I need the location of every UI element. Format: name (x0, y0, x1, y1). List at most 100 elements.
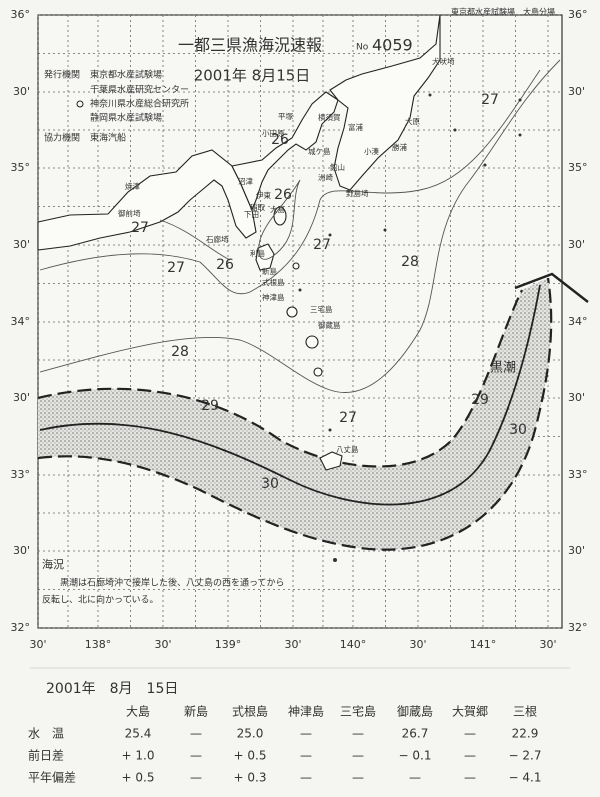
table-date: 2001年 8月 15日 (46, 681, 178, 697)
isotherm-label: 29 (201, 398, 219, 414)
lat-label: 30' (13, 238, 30, 251)
lat-label: 30' (13, 85, 30, 98)
cell: — (190, 727, 202, 741)
cooperation-label: 協力機関 (44, 132, 80, 144)
issuer: 千葉県水産研究センター (90, 84, 189, 96)
cell: + 1.0 (122, 749, 155, 763)
cell: — (464, 771, 476, 785)
island (313, 367, 323, 377)
lat-label: 36° (11, 8, 31, 21)
lat-label: 34° (568, 315, 588, 328)
cell: — (352, 771, 364, 785)
station (518, 98, 522, 102)
isotherm-label: 30 (509, 422, 527, 438)
place-name: 焼津 (125, 182, 140, 191)
island (319, 451, 343, 471)
issuer: 神奈川県水産総合研究所 (90, 98, 189, 110)
place-name: 御前埼 (118, 208, 141, 218)
lon-label: 141° (470, 638, 497, 651)
issuer: 東京都水産試験場 (90, 69, 162, 81)
station (328, 233, 332, 237)
cell: − 0.1 (399, 749, 432, 763)
isotherm-label: 30 (261, 476, 279, 492)
station (518, 133, 522, 137)
isotherm-label: 26 (216, 257, 234, 273)
lat-label: 32° (568, 621, 588, 634)
cell: — (300, 771, 312, 785)
place-name: 稲取 (250, 202, 265, 212)
place-name: 新島 (262, 266, 277, 276)
lat-label: 35° (11, 161, 31, 174)
station (453, 128, 457, 132)
place-name: 式根島 (262, 277, 285, 287)
isotherm-label: 28 (171, 344, 189, 360)
place-name: 利島 (250, 248, 265, 258)
place-name: 大原 (405, 116, 420, 126)
place-name: 御蔵島 (318, 320, 341, 330)
isotherm-label: 29 (471, 392, 489, 408)
issuer: 静岡県水産試験場 (90, 112, 162, 124)
lat-label: 30' (568, 238, 585, 251)
cell: − 4.1 (509, 771, 542, 785)
lat-label: 30' (568, 544, 585, 557)
place-name: 犬吠埼 (432, 56, 455, 66)
isotherm (258, 179, 301, 260)
place-name: 洲崎 (318, 172, 333, 182)
cell: — (464, 727, 476, 741)
place-name: 平塚 (278, 112, 293, 121)
cell: — (352, 749, 364, 763)
isotherm-label: 26 (274, 187, 292, 203)
column-header: 式根島 (232, 704, 268, 719)
island (305, 335, 319, 349)
column-header: 神津島 (288, 704, 324, 719)
current-arrow (514, 272, 589, 303)
lat-label: 30' (568, 85, 585, 98)
cooperation: 東海汽船 (90, 132, 126, 144)
lat-label: 32° (11, 621, 31, 634)
lon-label: 30' (29, 638, 46, 651)
column-header: 三根 (513, 705, 537, 719)
lon-label: 30' (539, 638, 556, 651)
isotherm-label: 26 (271, 132, 289, 148)
marker-circle (76, 100, 84, 108)
lat-label: 35° (568, 161, 588, 174)
labels: 東京都水産試験場 大島分場 一都三県漁海況速報 No 4059 2001年 8月… (42, 7, 555, 698)
isotherm-label: 27 (131, 220, 149, 236)
isotherm (39, 59, 561, 393)
isotherm-label: 27 (313, 237, 331, 253)
place-name: 神津島 (262, 292, 285, 302)
remarks-line: 黒潮は石廊埼沖で接岸した後、八丈島の西を通ってから (60, 577, 285, 589)
place-name: 小湊 (364, 146, 379, 156)
cell: + 0.5 (122, 771, 155, 785)
coast-boso (329, 14, 441, 191)
place-name: 城ケ島 (308, 146, 331, 156)
place-name: 大島 (270, 204, 285, 214)
number-prefix: No (356, 43, 369, 53)
cell: + 0.3 (234, 771, 267, 785)
lon-label: 30' (284, 638, 301, 651)
cell: − 2.7 (509, 749, 542, 763)
lat-label: 30' (13, 544, 30, 557)
cell: — (300, 727, 312, 741)
place-name: 富浦 (348, 122, 363, 132)
island (286, 306, 298, 318)
lon-label: 30' (154, 638, 171, 651)
column-header: 三宅島 (340, 704, 376, 719)
place-name: 石廊埼 (206, 234, 229, 244)
column-header: 大賀郷 (452, 705, 488, 719)
row-label: 平年偏差 (28, 771, 76, 785)
cell: — (352, 727, 364, 741)
place-name: 野島埼 (346, 188, 369, 198)
remarks-title: 海況 (42, 557, 64, 571)
title: 一都三県漁海況速報 (178, 36, 322, 55)
station (328, 428, 332, 432)
station (428, 93, 432, 97)
row-label: 前日差 (28, 748, 64, 763)
place-name: 下田 (244, 210, 259, 219)
cell: 26.7 (402, 727, 429, 741)
lat-label: 30' (568, 391, 585, 404)
cell: 22.9 (512, 727, 539, 741)
lon-label: 30' (409, 638, 426, 651)
issuer-label: 発行機関 (44, 69, 80, 81)
